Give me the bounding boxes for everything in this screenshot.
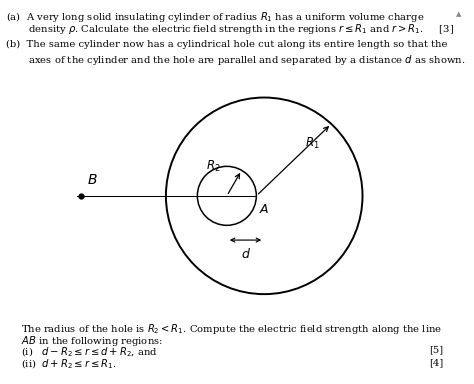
Text: $AB$ in the following regions:: $AB$ in the following regions:: [21, 334, 163, 348]
Text: (i)   $d-R_2\leq r\leq d+R_2$, and: (i) $d-R_2\leq r\leq d+R_2$, and: [21, 346, 158, 359]
Text: $A$: $A$: [259, 203, 270, 216]
Text: density $\rho$. Calculate the electric field strength in the regions $r\leq R_1$: density $\rho$. Calculate the electric f…: [6, 22, 454, 36]
Text: $R_2$: $R_2$: [206, 159, 221, 174]
Text: ▲: ▲: [456, 12, 462, 18]
Text: The radius of the hole is $R_2 < R_1$. Compute the electric field strength along: The radius of the hole is $R_2 < R_1$. C…: [21, 322, 442, 336]
Text: $R_1$: $R_1$: [306, 136, 320, 151]
Text: $B$: $B$: [87, 173, 98, 187]
Text: (ii)  $d+R_2\leq r\leq R_1$.: (ii) $d+R_2\leq r\leq R_1$.: [21, 358, 117, 371]
Text: axes of the cylinder and the hole are parallel and separated by a distance $d$ a: axes of the cylinder and the hole are pa…: [6, 53, 465, 67]
Text: [5]: [5]: [429, 346, 443, 354]
Text: $d$: $d$: [240, 247, 251, 261]
Text: (b)  The same cylinder now has a cylindrical hole cut along its entire length so: (b) The same cylinder now has a cylindri…: [6, 40, 447, 50]
Text: [4]: [4]: [429, 358, 443, 367]
Text: (a)  A very long solid insulating cylinder of radius $R_1$ has a uniform volume : (a) A very long solid insulating cylinde…: [6, 10, 424, 23]
